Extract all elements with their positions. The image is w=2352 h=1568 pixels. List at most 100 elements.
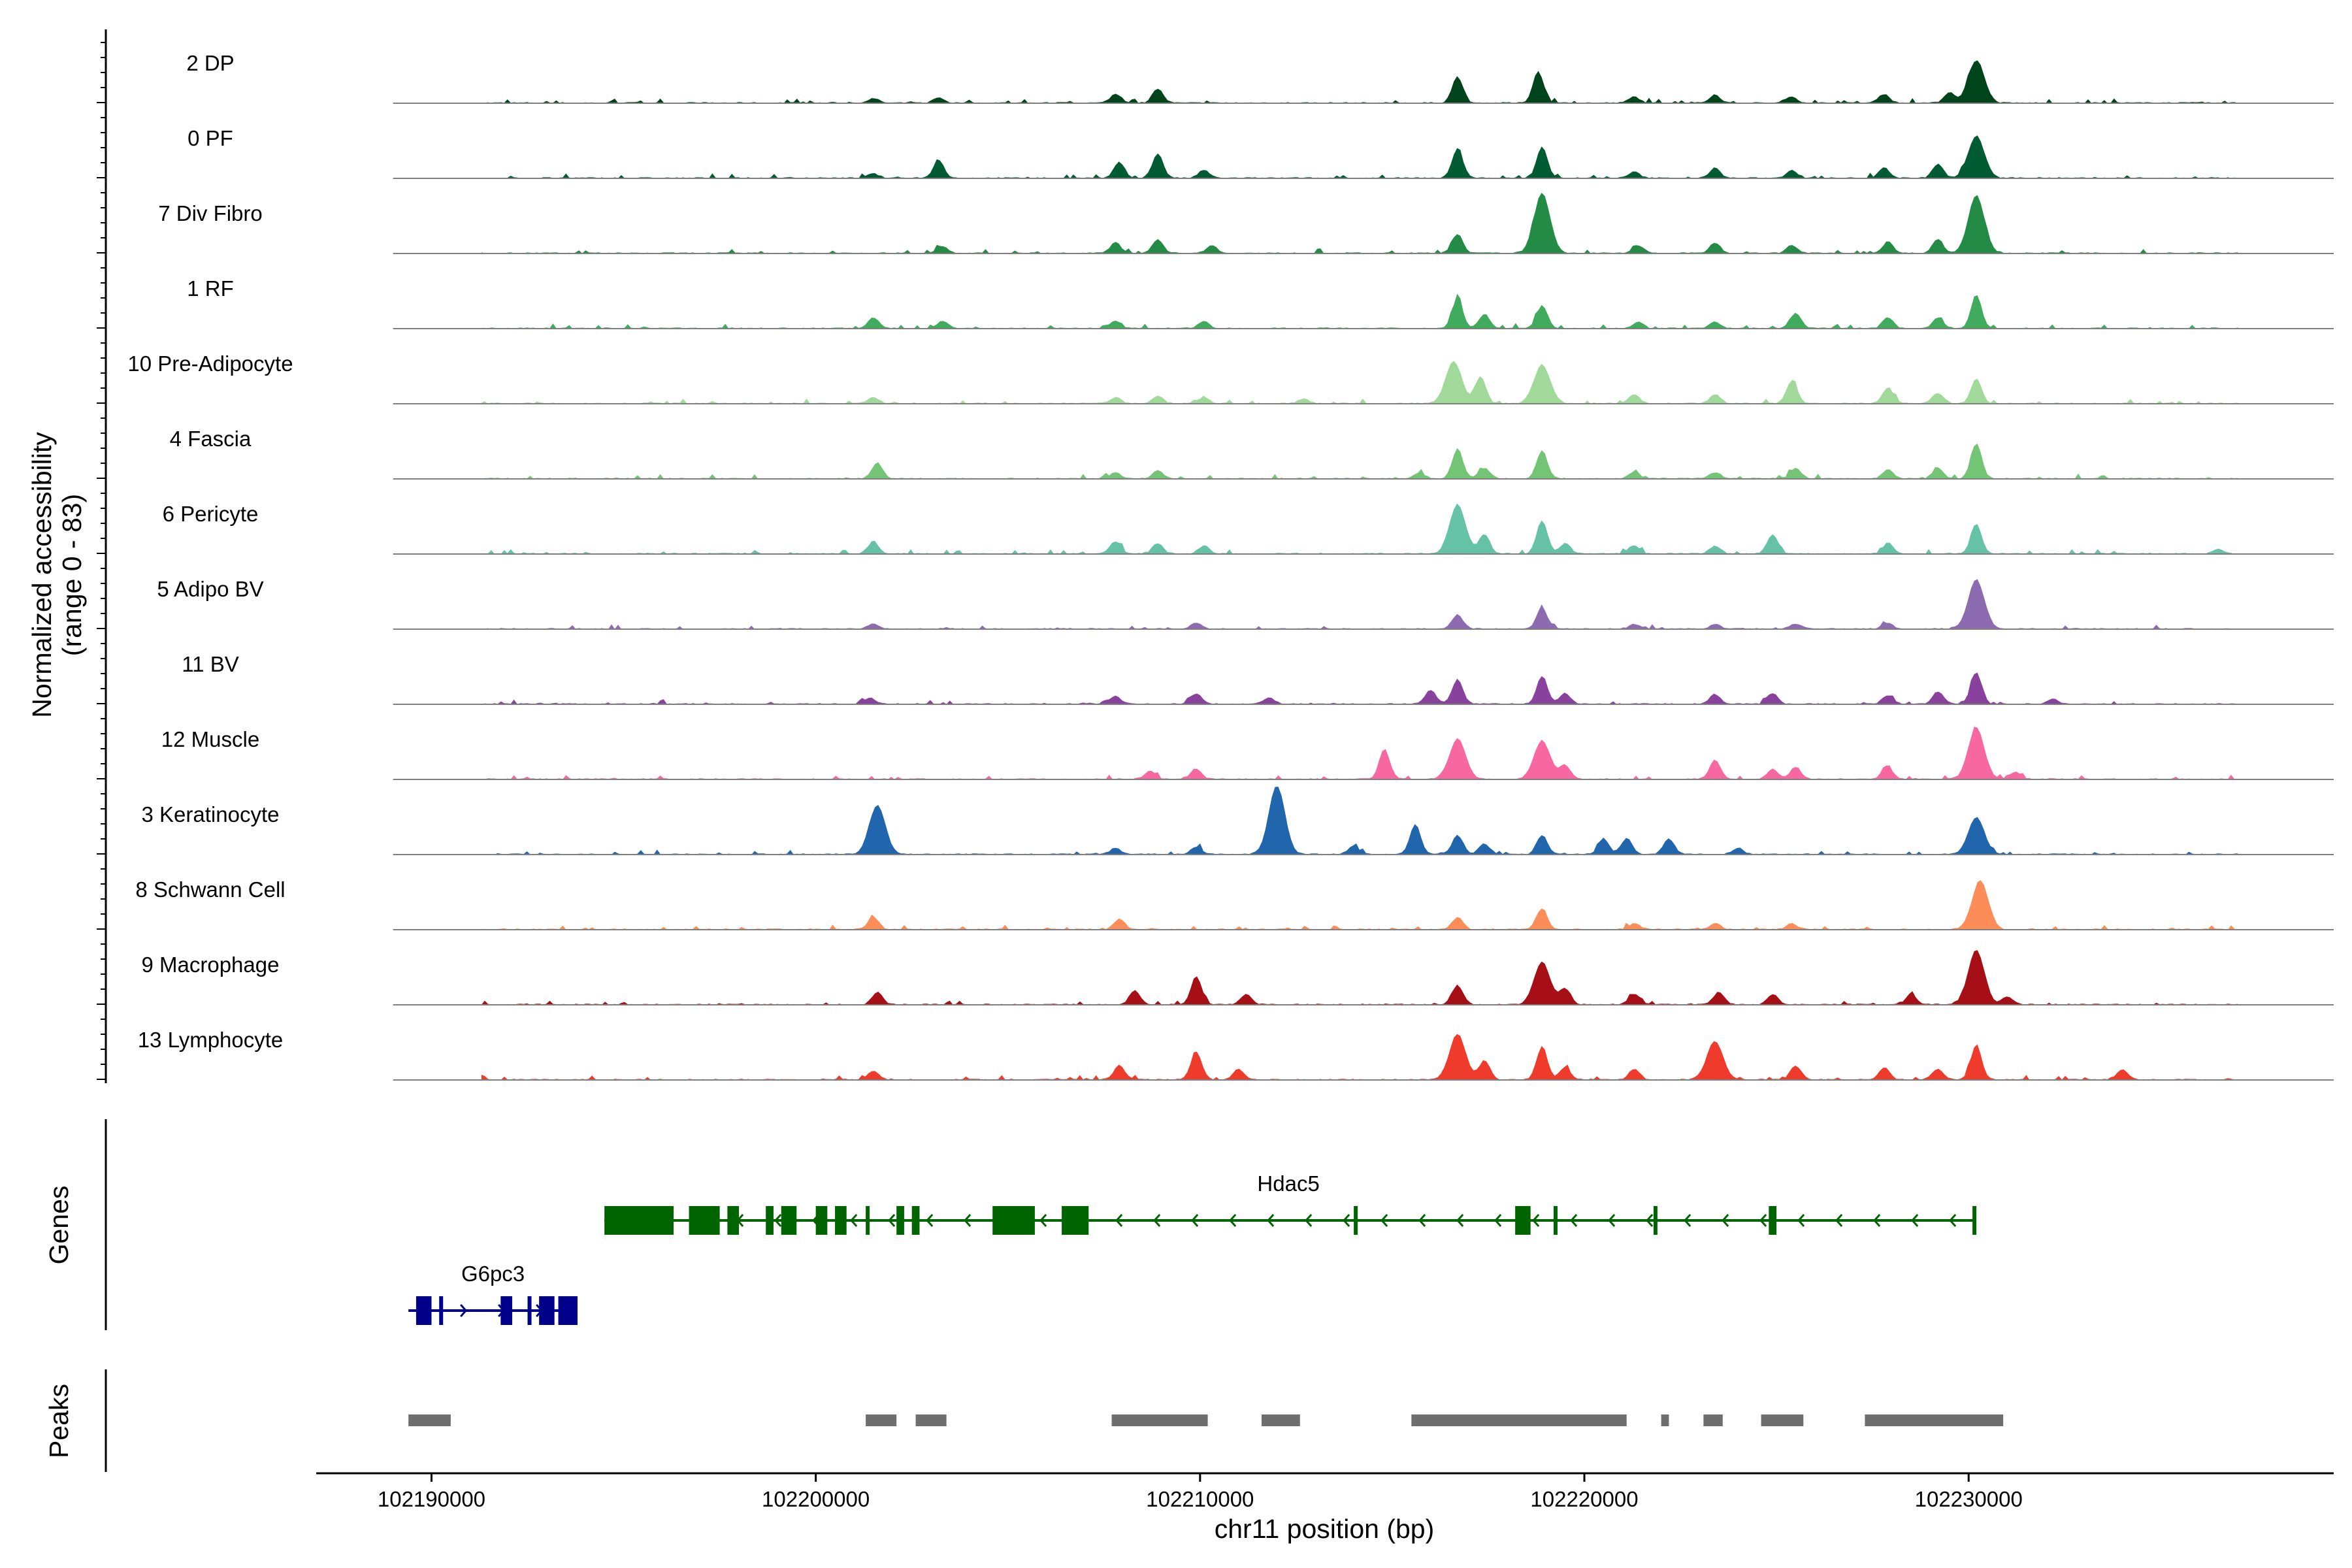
- track-label-5: 4 Fascia: [170, 427, 252, 451]
- exon: [604, 1206, 674, 1235]
- peak-region-6: [1661, 1414, 1669, 1426]
- strand-arrow: [774, 1214, 782, 1227]
- y-axis-label: Normalized accessibility: [27, 432, 57, 718]
- strand-arrow: [1949, 1214, 1957, 1227]
- track-label-12: 9 Macrophage: [142, 953, 280, 977]
- exon: [558, 1296, 578, 1325]
- track-8: 11 BV: [182, 652, 2334, 705]
- coverage-area-3: [481, 293, 2238, 329]
- strand-arrow: [1418, 1214, 1426, 1227]
- track-6: 6 Pericyte: [163, 502, 2334, 555]
- strand-arrow: [1873, 1214, 1881, 1227]
- track-3: 1 RF: [187, 276, 2334, 329]
- track-label-13: 13 Lymphocyte: [138, 1028, 284, 1052]
- coverage-tracks: 2 DP 0 PF 7 Div Fibro 1 RF 10 Pre-Adipocyte 4…: [127, 51, 2334, 1081]
- strand-arrow: [1911, 1214, 1919, 1227]
- strand-arrow: [1191, 1214, 1199, 1227]
- track-label-11: 8 Schwann Cell: [135, 877, 285, 902]
- coverage-area-4: [481, 361, 2238, 404]
- track-label-2: 7 Div Fibro: [158, 201, 263, 225]
- gene-0: Hdac5: [604, 1171, 1977, 1235]
- gene-track: Hdac5 G6pc3: [408, 1171, 1977, 1325]
- strand-arrow: [1797, 1214, 1805, 1227]
- x-tick-label: 102200000: [762, 1487, 870, 1511]
- track-label-9: 12 Muscle: [161, 727, 259, 751]
- strand-arrow: [1759, 1214, 1767, 1227]
- exon: [500, 1296, 512, 1325]
- track-4: 10 Pre-Adipocyte: [127, 351, 2334, 404]
- exon: [992, 1206, 1035, 1235]
- gene-1: G6pc3: [408, 1262, 578, 1325]
- exon: [1354, 1206, 1358, 1235]
- exon: [911, 1206, 920, 1235]
- strand-arrow: [1267, 1214, 1275, 1227]
- strand-arrow: [1684, 1214, 1691, 1227]
- gene-label: Hdac5: [1257, 1171, 1319, 1196]
- x-tick-label: 102190000: [378, 1487, 485, 1511]
- strand-arrow: [1115, 1214, 1123, 1227]
- exon: [1769, 1206, 1777, 1235]
- exon: [1515, 1206, 1531, 1235]
- track-2: 7 Div Fibro: [158, 193, 2334, 254]
- strand-arrow: [850, 1214, 858, 1227]
- strand-arrow: [460, 1304, 468, 1317]
- track-label-1: 0 PF: [188, 126, 233, 150]
- strand-arrow: [1532, 1214, 1540, 1227]
- exon: [866, 1206, 870, 1235]
- track-0: 2 DP: [186, 51, 2334, 104]
- track-13: 13 Lymphocyte: [138, 1028, 2334, 1081]
- strand-arrow: [1608, 1214, 1616, 1227]
- gene-label: G6pc3: [461, 1262, 525, 1286]
- exon: [527, 1296, 532, 1325]
- axes: 102190000 102200000 102210000 102220000 1022…: [97, 29, 2334, 1511]
- exon: [1653, 1206, 1658, 1235]
- coverage-area-13: [481, 1034, 2238, 1080]
- strand-arrow: [1153, 1214, 1161, 1227]
- peak-region-5: [1411, 1414, 1627, 1426]
- exon: [1972, 1206, 1977, 1235]
- track-5: 4 Fascia: [170, 427, 2334, 480]
- strand-arrow: [1305, 1214, 1313, 1227]
- track-label-4: 10 Pre-Adipocyte: [127, 351, 293, 376]
- strand-arrow: [1380, 1214, 1388, 1227]
- exon: [896, 1206, 904, 1235]
- track-label-0: 2 DP: [186, 51, 234, 75]
- peak-region-9: [1865, 1414, 2004, 1426]
- track-7: 5 Adipo BV: [157, 577, 2334, 630]
- peak-region-7: [1703, 1414, 1723, 1426]
- peak-region-2: [915, 1414, 947, 1426]
- strand-arrow: [1570, 1214, 1578, 1227]
- strand-arrow: [1456, 1214, 1464, 1227]
- exon: [1062, 1206, 1089, 1235]
- track-1: 0 PF: [188, 126, 2334, 179]
- strand-arrow: [964, 1214, 972, 1227]
- exon: [416, 1296, 432, 1325]
- coverage-area-5: [481, 444, 2238, 479]
- exon: [815, 1206, 828, 1235]
- x-tick-label: 102210000: [1146, 1487, 1254, 1511]
- strand-arrow: [1039, 1214, 1047, 1227]
- x-tick-label: 102230000: [1915, 1487, 2023, 1511]
- track-12: 9 Macrophage: [142, 950, 2334, 1005]
- track-label-10: 3 Keratinocyte: [142, 802, 280, 826]
- x-axis-label: chr11 position (bp): [1215, 1514, 1435, 1544]
- track-11: 8 Schwann Cell: [135, 877, 2334, 930]
- peak-region-0: [408, 1414, 451, 1426]
- peak-region-4: [1261, 1414, 1300, 1426]
- peak-region-3: [1111, 1414, 1208, 1426]
- strand-arrow: [1835, 1214, 1843, 1227]
- exon: [439, 1296, 444, 1325]
- strand-arrow: [1646, 1214, 1654, 1227]
- peak-region-1: [866, 1414, 897, 1426]
- strand-arrow: [1722, 1214, 1729, 1227]
- track-label-7: 5 Adipo BV: [157, 577, 263, 601]
- genes-track-label: Genes: [44, 1186, 74, 1265]
- peak-track: [408, 1414, 2004, 1426]
- exon: [781, 1206, 797, 1235]
- strand-arrow: [1229, 1214, 1237, 1227]
- exon: [689, 1206, 720, 1235]
- peaks-track-label: Peaks: [44, 1384, 74, 1458]
- track-label-8: 11 BV: [182, 652, 238, 676]
